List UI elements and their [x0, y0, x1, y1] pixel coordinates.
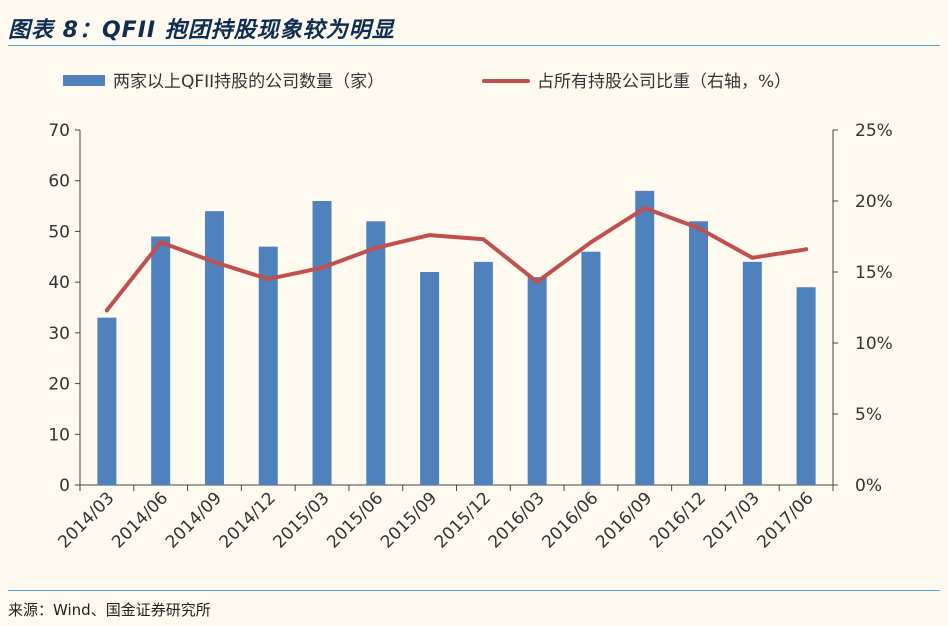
line-point [427, 233, 432, 238]
axes: 0 10 20 30 40 50 60 70 0% 5% 10% 15% 20% 25% [48, 121, 892, 496]
y-left-tick-label: 70 [48, 121, 70, 141]
y-left-tick-label: 0 [59, 476, 70, 496]
bar [689, 221, 709, 486]
y-right-tick-label: 15% [855, 263, 893, 283]
y-left-tick-label: 20 [48, 375, 70, 395]
line-point [104, 308, 109, 313]
legend-line-label: 占所有持股公司比重（右轴，%） [537, 72, 791, 92]
x-tick-label: 2015/12 [431, 488, 495, 552]
bar [312, 201, 332, 485]
bar [527, 277, 547, 485]
line-point [266, 277, 271, 282]
line-point [804, 247, 809, 252]
y-left-tick-label: 60 [48, 172, 70, 192]
bar [473, 261, 493, 485]
bar-series [97, 190, 816, 486]
line-point [212, 260, 217, 265]
x-tick-label: 2016/09 [592, 488, 656, 552]
figure-title: 图表 8：QFII 抱团持股现象较为明显 [8, 18, 395, 43]
bar [366, 221, 386, 486]
line-point [642, 206, 647, 211]
line-point [588, 240, 593, 245]
bar [581, 251, 601, 485]
x-tick-label: 2015/06 [323, 488, 387, 552]
y-left-tick-label: 50 [48, 222, 70, 242]
x-tick-label: 2014/06 [108, 488, 172, 552]
x-tick-label: 2015/03 [269, 488, 333, 552]
line-point [535, 279, 540, 284]
y-right-tick-label: 0% [855, 476, 882, 496]
line-series [104, 206, 809, 313]
source-note: 来源：Wind、国金证券研究所 [8, 601, 211, 619]
x-tick-label: 2014/09 [162, 488, 226, 552]
line-point [158, 240, 163, 245]
legend-bar-label: 两家以上QFII持股的公司数量（家） [113, 72, 384, 92]
y-left-tick-label: 10 [48, 425, 70, 445]
y-right-tick-label: 10% [855, 334, 893, 354]
x-tick-label: 2016/12 [646, 488, 710, 552]
line-point [320, 265, 325, 270]
bar [796, 287, 816, 485]
x-tick-label: 2014/12 [216, 488, 280, 552]
y-left-tick-label: 40 [48, 273, 70, 293]
line-point [373, 245, 378, 250]
x-tick-label: 2014/03 [54, 488, 118, 552]
line-point [696, 225, 701, 230]
bar [97, 317, 117, 485]
bar [258, 246, 278, 485]
line-point [481, 237, 486, 242]
bar [742, 261, 762, 485]
x-tick-label: 2016/06 [538, 488, 602, 552]
bar [204, 211, 224, 485]
y-right-tick-label: 25% [855, 121, 893, 141]
bar [151, 236, 171, 485]
x-tick-labels: 2014/032014/062014/092014/122015/032015/… [54, 488, 817, 552]
x-tick-label: 2017/03 [700, 488, 764, 552]
line-point [750, 255, 755, 260]
line-path [104, 206, 809, 313]
y-left-tick-label: 30 [48, 324, 70, 344]
legend-bar-swatch [63, 75, 105, 86]
bottom-divider [8, 590, 940, 591]
legend: 两家以上QFII持股的公司数量（家） 占所有持股公司比重（右轴，%） [63, 72, 791, 92]
y-right-tick-label: 20% [855, 192, 893, 212]
x-tick-label: 2017/06 [754, 488, 818, 552]
x-tick-label: 2015/09 [377, 488, 441, 552]
top-divider [8, 45, 940, 46]
x-tick-label: 2016/03 [485, 488, 549, 552]
y-right-tick-label: 5% [855, 405, 882, 425]
bar [635, 190, 655, 485]
bar [420, 272, 440, 485]
